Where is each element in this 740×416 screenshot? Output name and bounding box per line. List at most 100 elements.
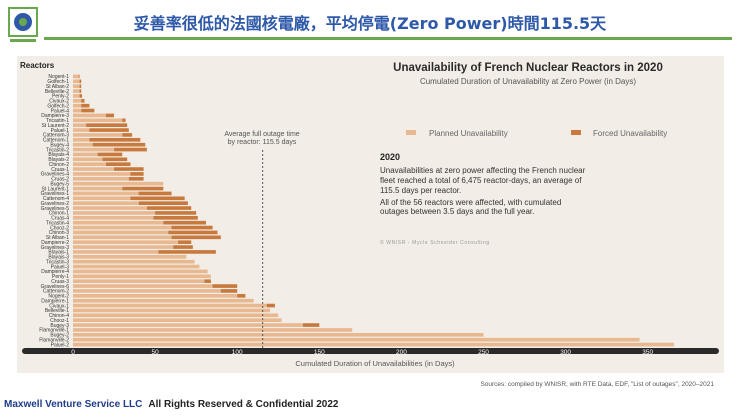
bar-forced [171, 225, 213, 230]
reactor-label: St Laurent-1 [41, 186, 69, 192]
bar-planned [73, 162, 106, 167]
bar-planned [73, 323, 303, 327]
legend-label-forced: Forced Unavailability [593, 129, 667, 138]
bar-forced [212, 284, 238, 288]
bar-planned [73, 113, 106, 118]
reactor-label: Gravelines-4 [41, 172, 70, 178]
bar-forced [122, 186, 164, 191]
bar-planned [73, 176, 129, 181]
bar-planned [73, 342, 674, 347]
bar-planned [73, 240, 179, 245]
x-tick-label: 200 [396, 349, 407, 356]
reactor-label: Paluel-2 [51, 342, 70, 348]
reactor-label: Blayais-4 [48, 152, 69, 158]
bar-planned [73, 89, 80, 93]
bar-forced [86, 123, 128, 128]
header-divider [44, 37, 732, 40]
bar-planned [73, 274, 211, 279]
bar-forced [79, 79, 82, 84]
bar-forced [220, 289, 238, 293]
bar-forced [114, 167, 144, 171]
bar-planned [73, 269, 208, 274]
bar-forced [92, 142, 146, 147]
x-tick-label: 150 [314, 349, 325, 356]
bar-forced [81, 108, 95, 113]
bar-planned [73, 172, 131, 176]
bar-planned [73, 235, 172, 240]
bar-forced [78, 74, 80, 79]
bar-forced [171, 235, 221, 240]
bar-forced [153, 215, 198, 220]
x-tick-label: 300 [560, 349, 571, 356]
bar-planned [73, 123, 87, 128]
bar-forced [102, 157, 128, 162]
reactor-label: Bugey-2 [50, 333, 69, 339]
bar-planned [73, 186, 123, 191]
reactor-label: Gravelines-2 [41, 201, 70, 207]
bar-planned [73, 293, 238, 298]
reactor-label: Cattenom-3 [43, 133, 69, 139]
footer: Maxwell Venture Service LLC All Rights Re… [4, 399, 338, 410]
bar-planned [73, 337, 640, 342]
reactor-label: Cattenom-2 [43, 289, 69, 295]
bar-forced [130, 196, 185, 201]
reactor-label: Bugey-3 [50, 323, 69, 329]
bar-planned [73, 279, 205, 284]
reactor-label: Belleville-2 [45, 89, 69, 95]
reactor-label: Nogent-1 [48, 74, 69, 80]
bar-planned [73, 128, 90, 132]
bar-forced [178, 240, 192, 245]
bar-planned [73, 303, 267, 308]
x-axis-bar [22, 348, 719, 354]
bar-planned [73, 152, 98, 157]
bar-forced [168, 230, 218, 235]
reactor-label: Chinon-3 [49, 230, 70, 236]
bar-planned [73, 220, 164, 225]
bar-planned [73, 167, 115, 171]
bar-forced [237, 293, 246, 298]
reactor-label: Tricastin-2 [46, 147, 69, 153]
bar-planned [73, 225, 172, 230]
reactor-label: Gravelines-5 [41, 206, 70, 212]
bar-forced [122, 118, 126, 123]
reactor-label: Paluel-4 [51, 108, 70, 114]
reactor-label: Cruas-4 [51, 216, 69, 222]
bar-planned [73, 181, 164, 186]
bar-forced [81, 98, 85, 103]
note-line-5: outages between 3.5 days and the full ye… [380, 207, 534, 216]
reactor-label: Dampierre-4 [41, 269, 69, 275]
reactor-label: Tricastin-4 [46, 220, 69, 226]
bar-planned [73, 211, 156, 215]
bar-planned [73, 133, 123, 137]
reactor-label: Penly-2 [52, 94, 69, 100]
bar-forced [158, 250, 216, 254]
bar-planned [73, 332, 484, 337]
footer-rights: All Rights Reserved & Confidential 2022 [148, 399, 339, 410]
bar-planned [73, 98, 82, 103]
bar-planned [73, 147, 115, 152]
reactor-label: Tricastin-1 [46, 118, 69, 124]
bar-forced [89, 137, 141, 142]
bar-planned [73, 254, 187, 259]
reactor-label: Cattenom-4 [43, 196, 69, 202]
reactor-label: Gravelines-6 [41, 284, 70, 290]
bar-planned [73, 157, 103, 162]
reactor-label: Golfech-2 [47, 103, 69, 109]
bar-forced [105, 113, 115, 118]
reactor-label: Cruas-2 [51, 177, 69, 183]
y-axis-label: Reactors [20, 61, 55, 70]
legend-swatch-forced [571, 130, 581, 135]
bar-forced [138, 191, 172, 196]
bar-planned [73, 137, 90, 142]
bar-planned [73, 84, 80, 89]
bar-forced [79, 89, 82, 93]
chart-subtitle: Cumulated Duration of Unavailability at … [420, 77, 636, 86]
bar-forced [138, 201, 188, 206]
bar-planned [73, 74, 79, 79]
bar-planned [73, 94, 80, 98]
reactor-label: Dampierre-3 [41, 113, 69, 119]
bar-planned [73, 196, 131, 201]
bar-forced [302, 323, 320, 327]
x-tick-label: 50 [151, 349, 159, 356]
bar-planned [73, 284, 213, 288]
